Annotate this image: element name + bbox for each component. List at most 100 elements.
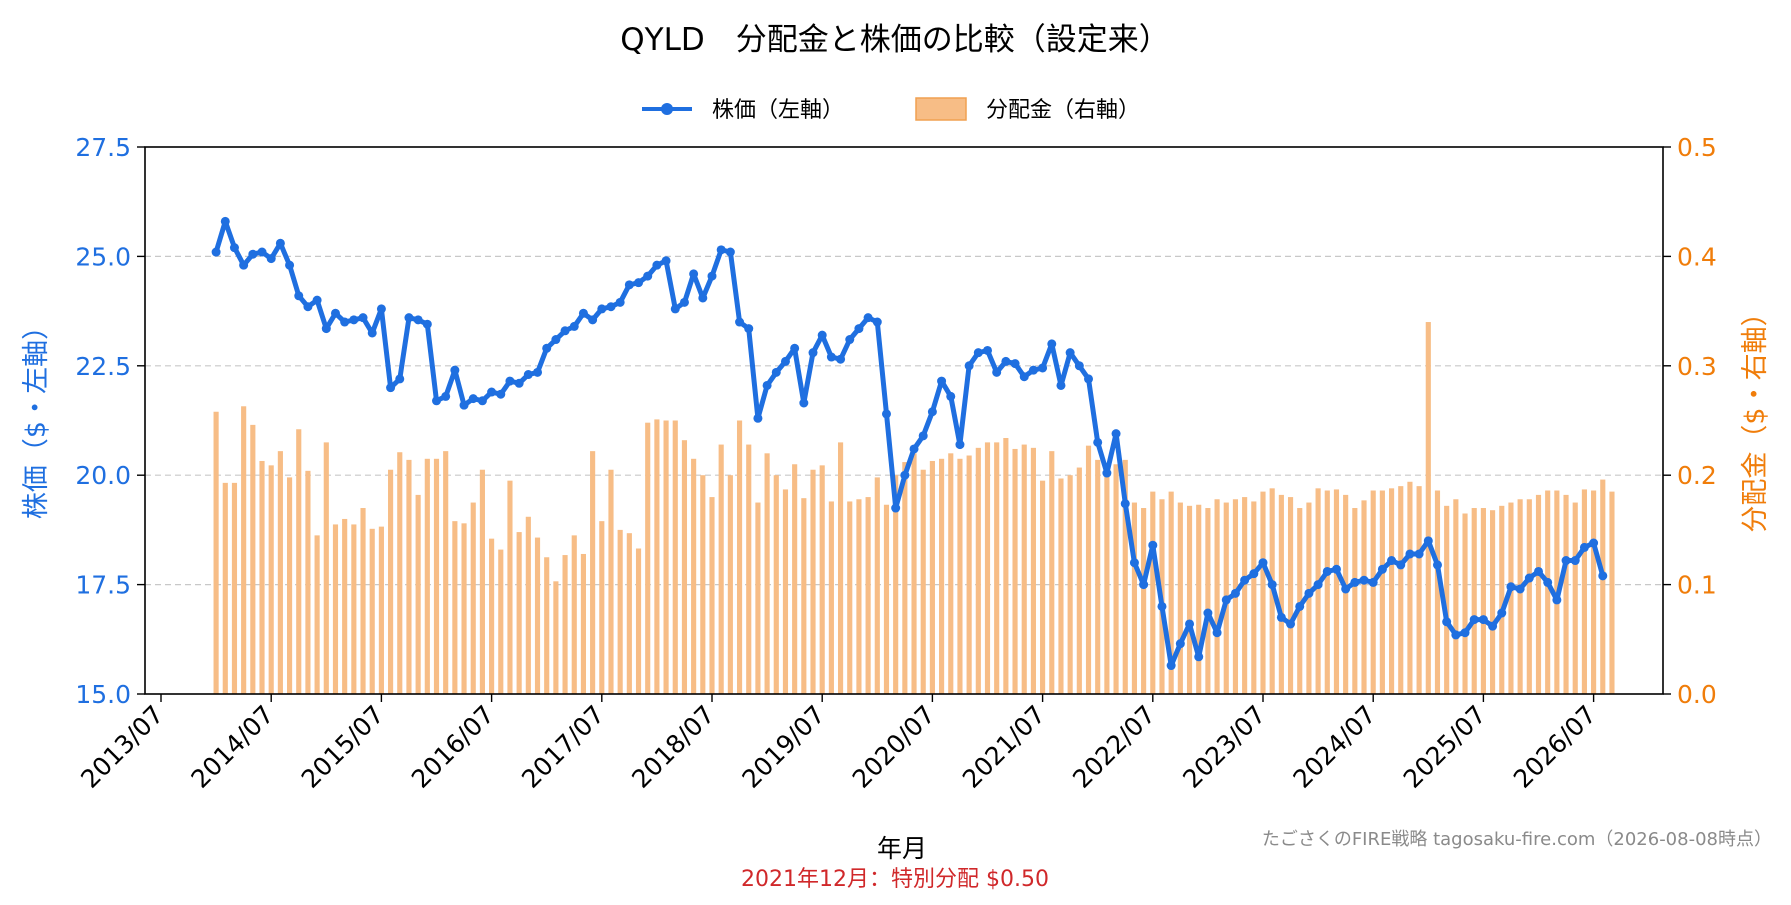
dividend-bar — [1563, 494, 1569, 694]
dividend-bar — [681, 440, 688, 694]
dividend-bar — [1315, 488, 1321, 694]
price-point — [1175, 639, 1185, 649]
dividend-bar — [1095, 459, 1101, 694]
dividend-bar — [1407, 481, 1413, 694]
price-point — [836, 354, 846, 364]
price-point — [1286, 619, 1296, 629]
dividend-bar — [984, 442, 991, 694]
dividend-bar — [709, 497, 715, 694]
price-line — [211, 216, 1608, 671]
price-point — [643, 271, 653, 281]
dividend-bar — [580, 553, 587, 694]
price-point — [505, 376, 515, 386]
price-point — [358, 313, 368, 323]
price-point — [1185, 619, 1195, 629]
x-tick-label: 2017/07 — [516, 700, 610, 794]
price-point — [1148, 540, 1158, 550]
dividend-bar — [746, 444, 752, 694]
price-point — [1240, 575, 1250, 585]
y-left-tick-label: 17.5 — [75, 571, 131, 600]
price-point — [211, 247, 221, 257]
dividend-bar — [645, 422, 651, 694]
price-point — [1194, 652, 1204, 662]
price-point — [1084, 374, 1094, 384]
dividend-bar — [1104, 464, 1110, 694]
dividend-bar — [571, 535, 577, 694]
price-point — [1561, 556, 1571, 566]
price-point — [762, 380, 772, 390]
dividend-bar — [388, 469, 394, 694]
price-point — [689, 269, 699, 279]
dividend-bar — [792, 464, 798, 694]
dividend-bar — [1242, 497, 1248, 694]
dividend-bar — [599, 521, 605, 694]
price-point — [1488, 621, 1498, 631]
price-point — [1552, 595, 1562, 605]
dividend-bar — [1196, 504, 1202, 694]
dividend-bar — [801, 498, 807, 694]
price-point — [1341, 584, 1351, 594]
price-point — [1129, 558, 1139, 568]
dividend-bar — [948, 453, 954, 694]
y-right-tick-label: 0.4 — [1677, 242, 1717, 271]
dividend-bar — [1131, 502, 1138, 694]
dividend-bar — [1600, 479, 1606, 694]
price-point — [826, 352, 836, 362]
price-point — [1028, 365, 1038, 375]
price-point — [413, 315, 423, 325]
price-point — [790, 343, 800, 353]
dividend-bar — [1067, 475, 1073, 694]
dividend-bar — [562, 555, 568, 694]
dividend-bar — [1260, 491, 1266, 694]
dividend-bar — [1352, 508, 1358, 694]
x-tick-label: 2018/07 — [626, 700, 720, 794]
dividend-bar — [1388, 488, 1395, 694]
price-point — [799, 398, 809, 408]
y-left-tick-label: 20.0 — [75, 461, 131, 490]
dividend-bar — [736, 420, 743, 694]
dividend-bar — [250, 424, 256, 694]
price-point — [275, 238, 285, 248]
dividend-bar — [397, 452, 403, 694]
dividend-bar — [1040, 480, 1046, 694]
dividend-bar — [608, 469, 614, 694]
price-point — [459, 400, 469, 410]
dividend-bar — [1168, 491, 1174, 694]
dividend-bar — [534, 537, 541, 694]
dividend-bar — [755, 502, 761, 694]
dividend-bar — [1480, 508, 1486, 694]
dividend-bar — [1030, 447, 1036, 694]
legend-label-dividend: 分配金（右軸） — [986, 98, 1140, 123]
dividend-bar — [544, 557, 550, 694]
dividend-bar — [1297, 508, 1303, 694]
price-point — [1295, 601, 1305, 611]
dividend-bar — [939, 458, 945, 694]
dividend-bar — [268, 465, 274, 694]
dividend-bar — [773, 475, 779, 694]
dividend-bar — [1122, 459, 1128, 694]
price-point — [1579, 542, 1589, 552]
dividend-bar — [406, 459, 412, 694]
dividend-bars — [213, 322, 1615, 694]
price-point — [964, 361, 974, 371]
dividend-bar — [847, 501, 853, 694]
price-point — [1258, 558, 1268, 568]
price-point — [1396, 560, 1406, 570]
x-tick-label: 2019/07 — [736, 700, 830, 794]
dividend-bar — [828, 501, 834, 694]
dividend-bar — [782, 489, 789, 694]
dividend-bar — [1012, 448, 1018, 694]
dividend-bar — [874, 477, 880, 694]
price-point — [624, 280, 634, 290]
price-point — [983, 345, 992, 355]
x-tick-label: 2025/07 — [1398, 700, 1492, 794]
y-left-tick-label: 15.0 — [75, 680, 131, 709]
price-point — [891, 503, 901, 513]
dividend-bar — [332, 524, 339, 694]
price-point — [1276, 612, 1286, 622]
dividend-bar — [1416, 486, 1422, 694]
legend-label-price: 株価（左軸） — [712, 98, 844, 123]
price-point — [1368, 577, 1378, 587]
price-point — [1377, 564, 1387, 574]
price-point — [606, 302, 616, 312]
